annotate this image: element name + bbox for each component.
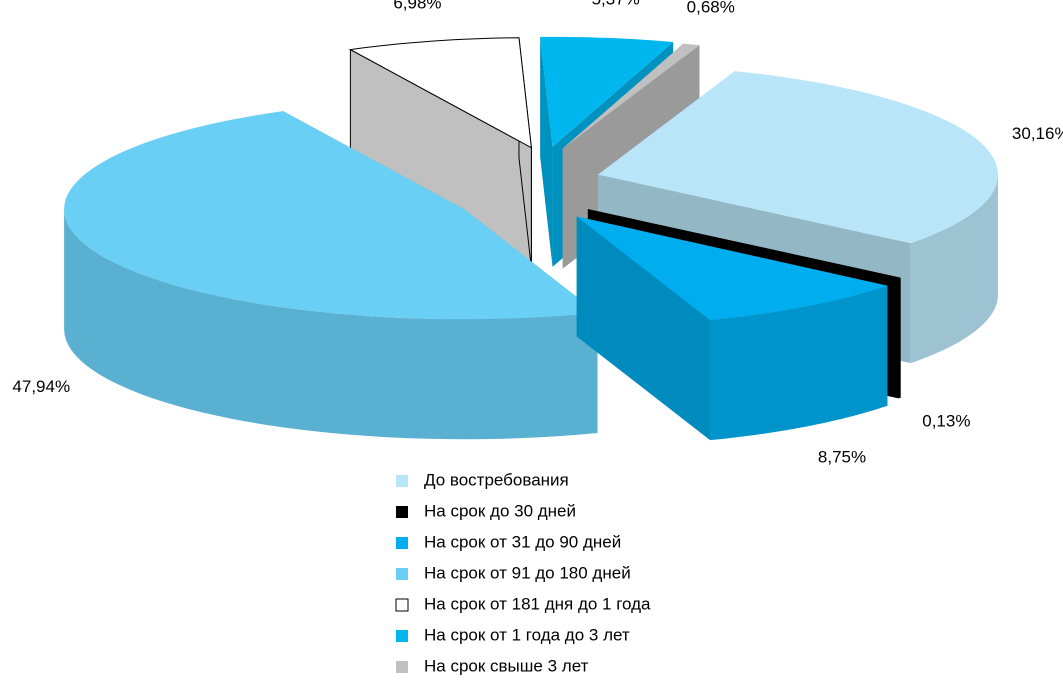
slice-top — [576, 216, 888, 321]
legend-swatch — [396, 475, 408, 487]
slice-side — [576, 216, 711, 441]
legend-swatch — [396, 568, 408, 580]
value-label: 5,37% — [592, 0, 640, 8]
legend-label: На срок свыше 3 лет — [424, 656, 589, 675]
legend-swatch — [396, 506, 408, 518]
slice-top — [597, 71, 998, 244]
slice-rim — [64, 209, 598, 440]
slice-top — [64, 111, 598, 320]
value-label: 30,16% — [1012, 124, 1063, 143]
legend-swatch — [396, 630, 408, 642]
value-label: 0,13% — [922, 412, 970, 431]
legend-label: На срок от 1 года до 3 лет — [424, 625, 630, 644]
legend-label: На срок от 31 до 90 дней — [424, 532, 621, 551]
slice-side — [540, 36, 553, 267]
value-label: 6,98% — [393, 0, 441, 12]
legend-swatch — [396, 537, 408, 549]
slice-rim — [710, 285, 888, 441]
legend-label: До востребования — [424, 470, 569, 489]
legend-swatch — [395, 598, 409, 612]
slice-rim — [898, 277, 901, 399]
legend-label: На срок от 91 до 180 дней — [424, 563, 631, 582]
legend-swatch — [396, 661, 408, 673]
value-label: 8,75% — [818, 447, 866, 466]
slice-top — [540, 36, 674, 147]
value-label: 0,68% — [687, 0, 735, 16]
slice-top — [587, 209, 901, 279]
slice-rim — [910, 174, 998, 364]
slice-top — [562, 43, 700, 149]
legend-label: На срок от 181 дня до 1 года — [424, 594, 651, 613]
value-label: 47,94% — [12, 377, 70, 396]
legend-label: На срок до 30 дней — [424, 501, 576, 520]
slice-top — [348, 37, 532, 149]
